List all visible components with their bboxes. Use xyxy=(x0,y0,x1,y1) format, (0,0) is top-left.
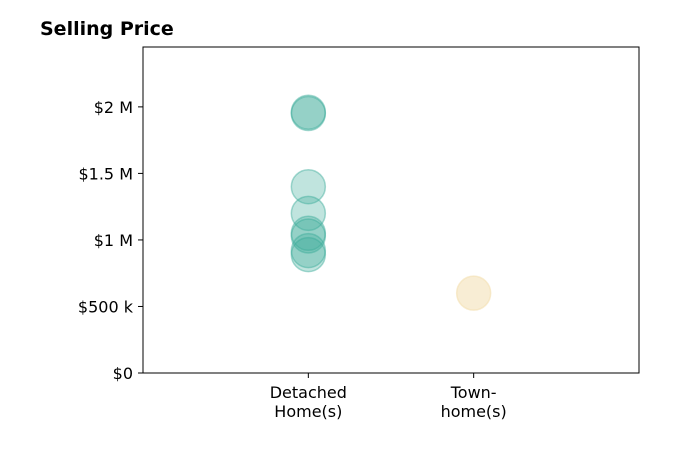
data-point xyxy=(290,232,327,269)
data-point xyxy=(290,215,327,252)
data-point xyxy=(290,94,327,130)
y-tick-label: $500 k xyxy=(78,297,134,316)
x-tick-label: Town-home(s) xyxy=(441,383,507,421)
y-tick-label: $1.5 M xyxy=(78,164,133,183)
plot-frame xyxy=(142,46,640,374)
y-tick-label: $1 M xyxy=(94,231,133,250)
data-point xyxy=(290,95,327,132)
y-tick-label: $2 M xyxy=(94,98,133,117)
data-points xyxy=(290,94,492,311)
data-point xyxy=(290,168,327,205)
axes: $0 $500 k $1 M $1.5 M $2 M Detached Home(s) Tow… xyxy=(78,46,640,421)
data-point xyxy=(290,236,327,273)
chart-title: Selling Price xyxy=(40,18,174,40)
y-tick-label: $0 xyxy=(113,364,133,383)
data-point xyxy=(290,195,327,232)
x-tick-label: Detached Home(s) xyxy=(270,383,347,421)
data-point xyxy=(290,218,327,254)
data-point xyxy=(455,275,492,311)
